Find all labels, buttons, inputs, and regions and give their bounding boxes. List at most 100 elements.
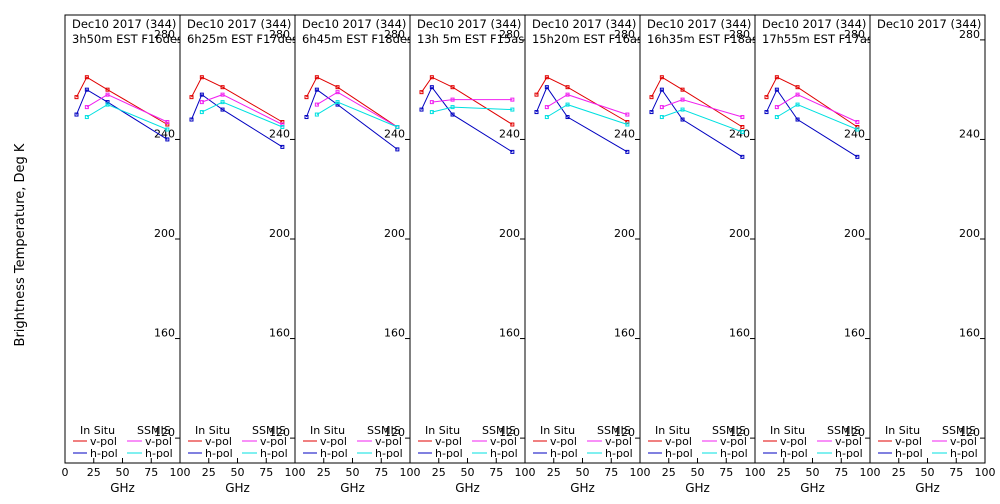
legend-ssmis-heading: SSMIS — [597, 424, 631, 437]
data-point-ssmis_h — [335, 100, 340, 105]
x-tick-label: 100 — [745, 466, 766, 479]
data-point-ssmis_h — [659, 115, 664, 120]
data-point-ssmis_h — [280, 125, 285, 129]
legend-ssmis-heading: SSMIS — [252, 424, 286, 437]
panel-title: Dec10 2017 (344) — [72, 17, 176, 31]
y-tick-label: 160 — [499, 327, 520, 340]
x-tick-label: 50 — [576, 466, 590, 479]
series-line-insitu_h — [536, 86, 628, 153]
data-point-insitu_v — [280, 120, 285, 125]
data-point-insitu_h — [419, 107, 424, 112]
data-point-ssmis_v — [565, 92, 570, 97]
y-tick-label: 120 — [499, 426, 520, 439]
data-point-ssmis_v — [429, 100, 434, 105]
legend-label: h-pol — [145, 447, 173, 460]
x-tick-label: 25 — [202, 466, 216, 479]
legend-in-situ-heading: In Situ — [425, 424, 460, 437]
legend-ssmis-heading: SSMIS — [827, 424, 861, 437]
panel-subtitle: 16h35m EST F18asc — [647, 32, 764, 46]
data-point-insitu_h — [740, 154, 745, 159]
series-line-ssmis_v — [316, 91, 398, 128]
y-tick-label: 120 — [384, 426, 405, 439]
panel-series — [304, 75, 400, 152]
data-point-insitu_v — [189, 95, 194, 100]
data-point-insitu_v — [419, 90, 424, 95]
legend-label: h-pol — [90, 447, 118, 460]
data-point-insitu_h — [680, 117, 685, 122]
series-line-ssmis_h — [431, 106, 513, 113]
data-point-ssmis_h — [314, 112, 319, 117]
series-line-insitu_h — [421, 86, 513, 153]
data-point-insitu_v — [105, 87, 110, 92]
data-point-insitu_h — [450, 112, 455, 117]
data-point-ssmis_h — [84, 115, 89, 120]
panel-header: Dec10 2017 (344)6h45m EST F18des — [302, 17, 410, 46]
series-line-ssmis_h — [201, 101, 283, 128]
data-point-ssmis_v — [165, 120, 170, 125]
x-tick-label: 50 — [921, 466, 935, 479]
series-line-ssmis_v — [661, 99, 743, 118]
legend-ssmis-heading: SSMIS — [367, 424, 401, 437]
data-point-ssmis_v — [659, 105, 664, 110]
data-point-insitu_v — [304, 95, 309, 100]
data-point-insitu_v — [314, 75, 319, 80]
data-point-insitu_h — [84, 87, 89, 92]
data-point-insitu_v — [680, 87, 685, 92]
data-point-insitu_v — [544, 75, 549, 80]
data-point-insitu_h — [395, 147, 400, 152]
data-point-insitu_v — [199, 75, 204, 80]
x-tick-label: 50 — [691, 466, 705, 479]
data-point-insitu_v — [510, 122, 515, 127]
y-tick-label: 240 — [844, 127, 865, 140]
legend-in-situ-heading: In Situ — [885, 424, 920, 437]
x-tick-label: 50 — [461, 466, 475, 479]
y-tick-label: 240 — [959, 127, 980, 140]
chart-panel-8: Dec10 2017 (344) 120 160 200 240 280 25 50 75 100… — [869, 14, 996, 495]
x-axis-label: GHz — [340, 481, 365, 495]
data-point-ssmis_v — [220, 92, 225, 97]
y-tick-label: 120 — [269, 426, 290, 439]
legend-label: v-pol — [720, 435, 747, 448]
data-point-ssmis_h — [565, 102, 570, 107]
series-line-insitu_h — [766, 88, 858, 158]
panel-series — [419, 75, 515, 154]
data-point-ssmis_v — [795, 92, 800, 97]
y-tick-label: 280 — [499, 28, 520, 41]
y-tick-label: 200 — [729, 227, 750, 240]
legend-in-situ-heading: In Situ — [655, 424, 690, 437]
data-point-insitu_h — [74, 112, 79, 117]
data-point-insitu_v — [740, 125, 745, 129]
data-point-insitu_v — [165, 122, 170, 127]
data-point-ssmis_v — [199, 100, 204, 105]
y-tick-label: 120 — [844, 426, 865, 439]
x-axis-label: GHz — [800, 481, 825, 495]
series-line-ssmis_h — [316, 101, 398, 128]
chart-panel-5: Dec10 2017 (344)15h20m EST F16asc 120 160 2… — [524, 14, 651, 495]
data-point-insitu_v — [84, 75, 89, 80]
data-point-insitu_v — [795, 85, 800, 90]
y-tick-label: 160 — [844, 327, 865, 340]
data-point-ssmis_h — [450, 105, 455, 110]
panel-series — [74, 75, 170, 142]
y-tick-label: 160 — [959, 327, 980, 340]
data-point-insitu_h — [335, 102, 340, 107]
y-tick-label: 120 — [959, 426, 980, 439]
data-point-ssmis_h — [510, 107, 515, 112]
panel-series — [189, 75, 285, 149]
data-point-insitu_h — [774, 87, 779, 92]
data-point-ssmis_h — [220, 100, 225, 105]
chart-panel-6: Dec10 2017 (344)16h35m EST F18asc 120 160 2… — [639, 14, 766, 495]
data-point-ssmis_h — [395, 125, 400, 129]
panel-header: Dec10 2017 (344)15h20m EST F16asc — [532, 17, 640, 46]
data-point-insitu_h — [165, 137, 170, 142]
series-line-insitu_v — [766, 76, 858, 128]
data-point-insitu_h — [544, 85, 549, 90]
data-point-ssmis_v — [105, 92, 110, 97]
y-tick-label: 280 — [154, 28, 175, 41]
data-point-insitu_h — [534, 110, 539, 115]
legend-label: h-pol — [605, 447, 633, 460]
